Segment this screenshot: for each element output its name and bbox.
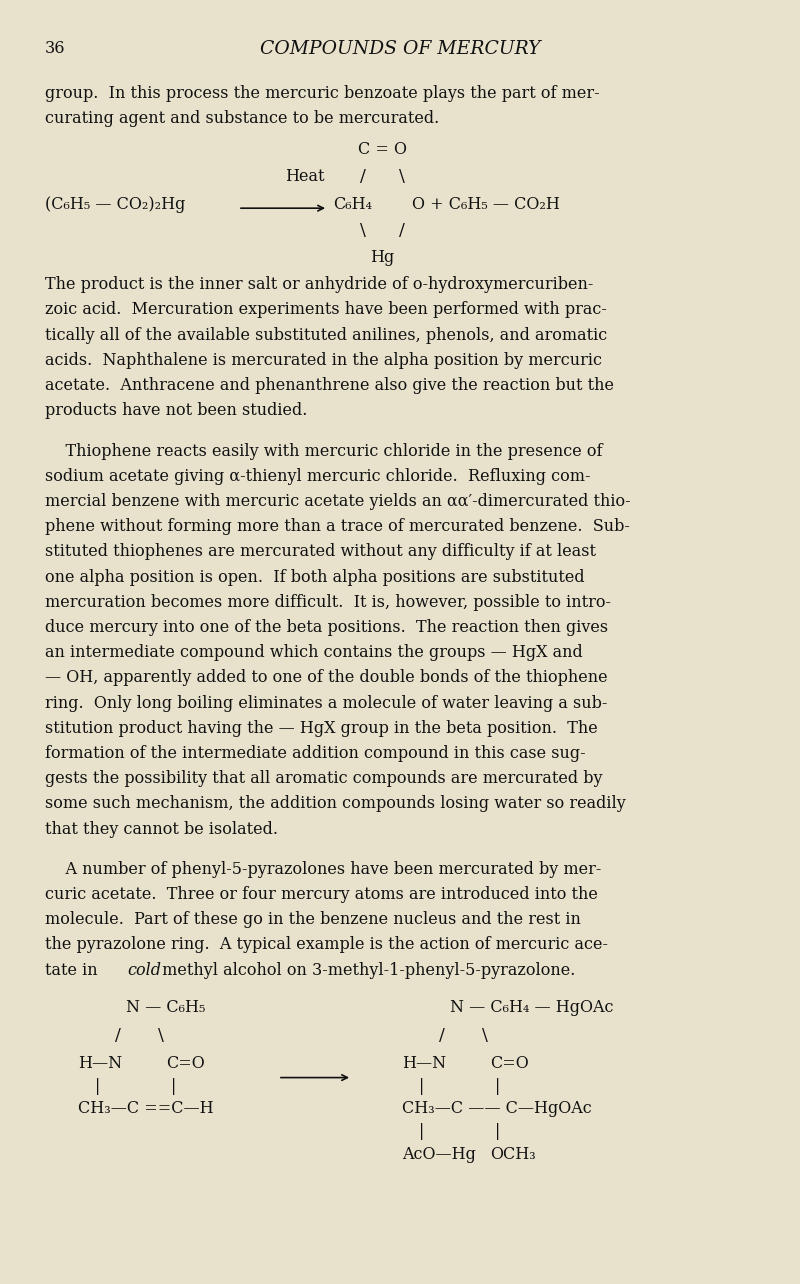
Text: A number of phenyl-5-pyrazolones have been mercurated by mer-: A number of phenyl-5-pyrazolones have be…	[45, 860, 602, 878]
Text: curic acetate.  Three or four mercury atoms are introduced into the: curic acetate. Three or four mercury ato…	[45, 886, 598, 903]
Text: ring.  Only long boiling eliminates a molecule of water leaving a sub-: ring. Only long boiling eliminates a mol…	[45, 695, 607, 711]
Text: /: /	[115, 1027, 121, 1044]
Text: \: \	[399, 168, 405, 185]
Text: CH₃—C —— C—HgOAc: CH₃—C —— C—HgOAc	[402, 1100, 592, 1117]
Text: /: /	[360, 168, 366, 185]
Text: tate in: tate in	[45, 962, 102, 978]
Text: Heat: Heat	[286, 168, 325, 185]
Text: phene without forming more than a trace of mercurated benzene.  Sub-: phene without forming more than a trace …	[45, 519, 630, 535]
Text: C=O: C=O	[166, 1055, 205, 1072]
Text: sodium acetate giving α-thienyl mercuric chloride.  Refluxing com-: sodium acetate giving α-thienyl mercuric…	[45, 467, 590, 485]
Text: one alpha position is open.  If both alpha positions are substituted: one alpha position is open. If both alph…	[45, 569, 585, 586]
Text: C = O: C = O	[358, 141, 406, 158]
Text: Thiophene reacts easily with mercuric chloride in the presence of: Thiophene reacts easily with mercuric ch…	[45, 443, 602, 460]
Text: formation of the intermediate addition compound in this case sug-: formation of the intermediate addition c…	[45, 745, 586, 761]
Text: some such mechanism, the addition compounds losing water so readily: some such mechanism, the addition compou…	[45, 795, 626, 813]
Text: molecule.  Part of these go in the benzene nucleus and the rest in: molecule. Part of these go in the benzen…	[45, 912, 581, 928]
Text: |: |	[419, 1077, 425, 1094]
Text: stitution product having the — HgX group in the beta position.  The: stitution product having the — HgX group…	[45, 720, 598, 737]
Text: 36: 36	[45, 40, 66, 56]
Text: \: \	[482, 1027, 488, 1044]
Text: methyl alcohol on 3-methyl-1-phenyl-5-pyrazolone.: methyl alcohol on 3-methyl-1-phenyl-5-py…	[157, 962, 575, 978]
Text: acetate.  Anthracene and phenanthrene also give the reaction but the: acetate. Anthracene and phenanthrene als…	[45, 377, 614, 394]
Text: The product is the inner salt or anhydride of o-hydroxymercuriben-: The product is the inner salt or anhydri…	[45, 276, 594, 293]
Text: |: |	[495, 1124, 501, 1140]
Text: /: /	[439, 1027, 445, 1044]
Text: \: \	[158, 1027, 164, 1044]
Text: |: |	[495, 1077, 501, 1094]
Text: group.  In this process the mercuric benzoate plays the part of mer-: group. In this process the mercuric benz…	[45, 85, 600, 101]
Text: products have not been studied.: products have not been studied.	[45, 402, 307, 419]
Text: mercuration becomes more difficult.  It is, however, possible to intro-: mercuration becomes more difficult. It i…	[45, 593, 611, 611]
Text: \: \	[360, 222, 366, 239]
Text: AcO—Hg: AcO—Hg	[402, 1145, 476, 1162]
Text: |: |	[171, 1077, 177, 1094]
Text: stituted thiophenes are mercurated without any difficulty if at least: stituted thiophenes are mercurated witho…	[45, 543, 596, 560]
Text: Hg: Hg	[370, 249, 394, 266]
Text: /: /	[399, 222, 405, 239]
Text: that they cannot be isolated.: that they cannot be isolated.	[45, 820, 278, 837]
Text: N — C₆H₅: N — C₆H₅	[126, 999, 206, 1017]
Text: C₆H₄: C₆H₄	[333, 195, 372, 213]
Text: H—N: H—N	[402, 1055, 446, 1072]
Text: C=O: C=O	[490, 1055, 529, 1072]
Text: N — C₆H₄ — HgOAc: N — C₆H₄ — HgOAc	[450, 999, 614, 1017]
Text: mercial benzene with mercuric acetate yields an αα′-dimercurated thio-: mercial benzene with mercuric acetate yi…	[45, 493, 630, 510]
Text: the pyrazolone ring.  A typical example is the action of mercuric ace-: the pyrazolone ring. A typical example i…	[45, 936, 608, 954]
Text: — OH, apparently added to one of the double bonds of the thiophene: — OH, apparently added to one of the dou…	[45, 669, 608, 687]
Text: |: |	[419, 1124, 425, 1140]
Text: gests the possibility that all aromatic compounds are mercurated by: gests the possibility that all aromatic …	[45, 770, 602, 787]
Text: zoic acid.  Mercuration experiments have been performed with prac-: zoic acid. Mercuration experiments have …	[45, 302, 607, 318]
Text: tically all of the available substituted anilines, phenols, and aromatic: tically all of the available substituted…	[45, 326, 607, 344]
Text: COMPOUNDS OF MERCURY: COMPOUNDS OF MERCURY	[260, 40, 540, 58]
Text: |: |	[95, 1077, 101, 1094]
Text: an intermediate compound which contains the groups — HgX and: an intermediate compound which contains …	[45, 645, 582, 661]
Text: cold: cold	[127, 962, 161, 978]
Text: OCH₃: OCH₃	[490, 1145, 536, 1162]
Text: CH₃—C ==C—H: CH₃—C ==C—H	[78, 1100, 214, 1117]
Text: duce mercury into one of the beta positions.  The reaction then gives: duce mercury into one of the beta positi…	[45, 619, 608, 636]
Text: curating agent and substance to be mercurated.: curating agent and substance to be mercu…	[45, 110, 439, 127]
Text: O + C₆H₅ — CO₂H: O + C₆H₅ — CO₂H	[412, 195, 560, 213]
Text: acids.  Naphthalene is mercurated in the alpha position by mercuric: acids. Naphthalene is mercurated in the …	[45, 352, 602, 369]
Text: (C₆H₅ — CO₂)₂Hg: (C₆H₅ — CO₂)₂Hg	[45, 195, 186, 213]
Text: H—N: H—N	[78, 1055, 122, 1072]
